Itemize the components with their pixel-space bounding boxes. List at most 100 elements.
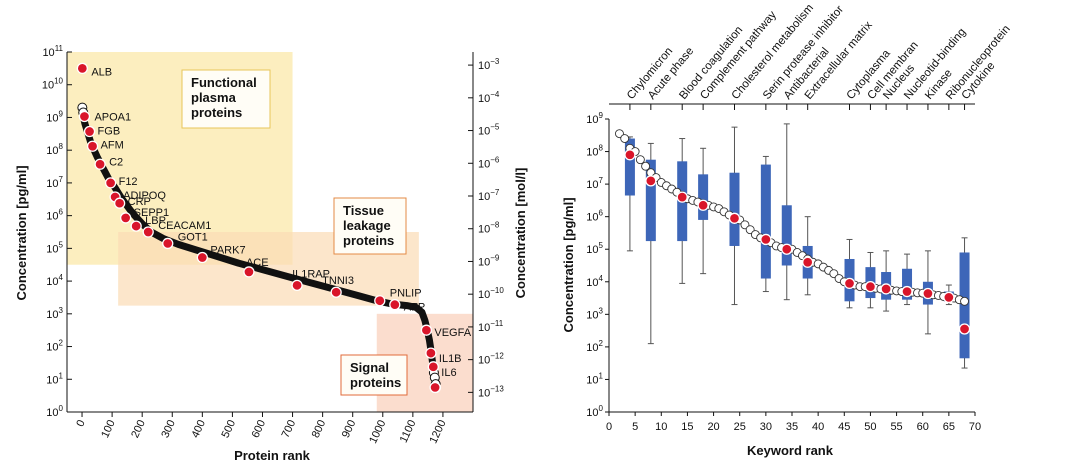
keyword-box [645, 159, 656, 242]
keyword-y-tick-label: 109 [586, 111, 603, 126]
right-y-tick-label-base: 10 [478, 191, 490, 203]
left-y-tick-label-exp: 4 [59, 273, 64, 282]
protein-rank-chart: 1001011021031041051061071081091010101110… [14, 44, 528, 463]
region-labels: FunctionalplasmaproteinsTissueleakagepro… [181, 69, 408, 396]
left-y-tick-label-base: 10 [46, 145, 58, 157]
keyword-median-point [880, 283, 892, 295]
protein-point [142, 226, 154, 238]
right-y-tick-label: 10−6 [478, 155, 500, 170]
keyword-x-tick-label: 10 [655, 421, 667, 433]
right-y-tick-label: 10−12 [478, 352, 504, 367]
left-chart-axes: 1001011021031041051061071081091010101110… [42, 44, 505, 445]
right-y-tick-label-base: 10 [478, 126, 490, 138]
protein-point [113, 197, 126, 209]
keyword-x-tick-label: 15 [681, 421, 693, 433]
keyword-median-point [802, 256, 814, 268]
right-y-tick-label: 10−5 [478, 123, 500, 138]
protein-label: F12 [119, 176, 138, 188]
keyword-curve-point [641, 161, 651, 171]
left-x-tick-label: 200 [129, 418, 148, 440]
right-y-tick-label-exp: −12 [490, 352, 504, 361]
region-label-line: plasma [191, 90, 237, 105]
right-y-tick-label: 10−8 [478, 221, 500, 236]
keyword-y-tick-label: 100 [586, 404, 603, 419]
keyword-y-tick-label-base: 10 [586, 309, 598, 321]
right-y-tick-label-exp: −11 [490, 319, 504, 328]
right-y-tick-label: 10−3 [478, 57, 500, 72]
left-y-tick-label-exp: 9 [59, 109, 64, 118]
right-y-tick-label-base: 10 [478, 158, 490, 170]
left-y-tick-label-exp: 11 [55, 44, 64, 53]
right-y-tick-label-base: 10 [478, 289, 490, 301]
keyword-medians [624, 149, 971, 335]
protein-label: IL1B [439, 353, 462, 365]
region-label-line: leakage [343, 218, 391, 233]
protein-label: CEACAM1 [158, 220, 211, 232]
keyword-whiskers [626, 123, 968, 369]
right-y-tick-label: 10−10 [478, 286, 504, 301]
keyword-y-tick-label-exp: 9 [599, 111, 604, 120]
protein-point [389, 299, 401, 311]
region-label-line: Tissue [343, 203, 384, 218]
keyword-box [902, 268, 913, 300]
keyword-y-tick-label-base: 10 [586, 277, 598, 289]
keyword-y-tick-label-exp: 1 [599, 371, 604, 380]
protein-point [104, 177, 117, 189]
keyword-y-tick-label-exp: 7 [599, 176, 604, 185]
left-y-tick-label-exp: 10 [54, 77, 63, 86]
keyword-median-point [958, 323, 971, 335]
protein-point [429, 381, 441, 394]
keyword-median-point [676, 191, 688, 203]
left-y-tick-label-exp: 7 [59, 175, 64, 184]
protein-label: PNLIP [390, 288, 422, 300]
protein-point [119, 212, 132, 224]
left-y-tick-label-exp: 8 [59, 142, 64, 151]
left-y-tick-label-exp: 3 [59, 306, 64, 315]
right-y-tick-label-exp: −13 [490, 384, 504, 393]
left-x-axis-label: Protein rank [234, 448, 311, 463]
left-y-tick-label: 109 [46, 109, 63, 124]
keyword-x-tick-label: 70 [969, 421, 981, 433]
region-label-line: Functional [191, 75, 257, 90]
right-y-tick-label-exp: −8 [490, 221, 500, 230]
protein-label: ADIPOQ [123, 190, 166, 202]
keyword-x-tick-label: 40 [812, 421, 824, 433]
left-y-tick-label: 106 [46, 208, 63, 223]
region-label-line: Signal [350, 360, 389, 375]
left-y-tick-label: 101 [46, 371, 63, 386]
keyword-median-curve [615, 129, 969, 306]
right-y-tick-label-exp: −9 [490, 253, 500, 262]
keyword-y-tick-label-exp: 3 [599, 306, 604, 315]
protein-label: AFP [404, 302, 425, 314]
left-y-tick-label: 105 [46, 240, 63, 255]
left-y-tick-label-exp: 6 [59, 208, 64, 217]
left-x-tick-label: 0 [74, 418, 87, 429]
protein-point [243, 266, 255, 278]
left-y-axis-label: Concentration [pg/ml] [14, 165, 29, 300]
keyword-y-tick-label-exp: 2 [599, 339, 604, 348]
right-y-tick-label: 10−4 [478, 90, 500, 105]
right-y-tick-label: 10−9 [478, 253, 500, 268]
keyword-y-tick-label-base: 10 [586, 342, 598, 354]
keyword-x-tick-label: 35 [786, 421, 798, 433]
keyword-median-point [624, 149, 636, 161]
keyword-median-point [901, 285, 913, 298]
keyword-y-tick-label: 101 [586, 371, 603, 386]
keyword-x-tick-label: 5 [632, 421, 638, 433]
left-y-tick-label: 100 [46, 404, 63, 419]
protein-point [427, 361, 439, 373]
left-y-tick-label-base: 10 [46, 374, 58, 386]
keyword-y-tick-label: 102 [586, 339, 603, 354]
left-y-tick-label-base: 10 [46, 178, 58, 190]
keyword-box [698, 174, 709, 220]
keyword-median-point [760, 233, 772, 246]
protein-point [130, 220, 142, 232]
protein-point [162, 237, 174, 250]
right-y-tick-label-exp: −5 [490, 123, 500, 132]
left-x-tick-label: 800 [310, 418, 329, 440]
keyword-y-tick-label-base: 10 [586, 147, 598, 159]
keyword-x-tick-label: 0 [606, 421, 612, 433]
right-y-tick-label-exp: −6 [490, 155, 500, 164]
